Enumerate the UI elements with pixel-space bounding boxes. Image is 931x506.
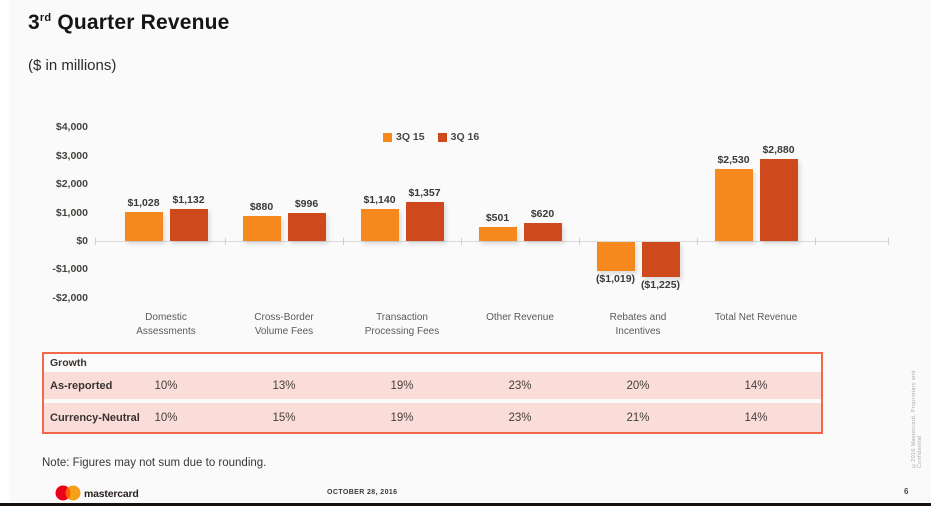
bar-3q-15-total-net-revenue bbox=[714, 169, 753, 241]
legend-item-3q-16: 3Q 16 bbox=[437, 131, 480, 143]
currency-neutral-row: Currency-Neutral 10% 15% 19% 23% 21% 14% bbox=[44, 403, 821, 432]
category-label-total-net-revenue: Total Net Revenue bbox=[714, 312, 798, 323]
growth-cell-currency-neutral-total-net-revenue: 14% bbox=[744, 411, 768, 424]
legend-item-3q-15: 3Q 15 bbox=[383, 131, 425, 143]
footer-date: OCTOBER 28, 2016 bbox=[327, 489, 398, 496]
title-rest: Quarter Revenue bbox=[51, 11, 230, 34]
x-axis-baseline bbox=[95, 241, 888, 242]
value-label-3q-16-total-net-revenue: $2,880 bbox=[762, 144, 795, 157]
growth-table-header: Growth bbox=[44, 354, 821, 372]
value-label-3q-16-other-revenue: $620 bbox=[530, 208, 555, 221]
value-label-3q-15-transaction-processing-fees: $1,140 bbox=[363, 193, 396, 206]
value-label-3q-15-domestic-assessments: $1,028 bbox=[127, 196, 160, 209]
value-label-3q-16-transaction-processing-fees: $1,357 bbox=[408, 187, 441, 200]
value-label-3q-16-rebates-and-incentives: ($1,225) bbox=[640, 278, 681, 291]
growth-cell-currency-neutral-rebates-and-incentives: 21% bbox=[626, 411, 650, 424]
value-label-3q-15-cross-border-volume-fees: $880 bbox=[249, 201, 274, 213]
bar-3q-15-transaction-processing-fees bbox=[360, 208, 399, 241]
y-tick-0: $0 bbox=[76, 235, 88, 247]
growth-cell-as-reported-cross-border-volume-fees: 13% bbox=[272, 379, 296, 392]
logo-overlap-lens bbox=[65, 487, 71, 499]
growth-cell-currency-neutral-other-revenue: 23% bbox=[508, 411, 532, 424]
growth-cell-currency-neutral-transaction-processing-fees: 19% bbox=[390, 411, 414, 424]
baseline-tick bbox=[815, 238, 816, 245]
value-label-3q-15-other-revenue: $501 bbox=[485, 211, 510, 224]
growth-cell-as-reported-rebates-and-incentives: 20% bbox=[626, 379, 650, 392]
bar-3q-16-rebates-and-incentives bbox=[641, 242, 680, 277]
copyright-vertical-text: ©2016 Mastercard. Proprietary and Confid… bbox=[911, 370, 923, 468]
mastercard-logo-icon bbox=[55, 485, 81, 501]
as-reported-label: As-reported bbox=[50, 379, 113, 392]
bar-3q-16-other-revenue bbox=[523, 223, 562, 241]
value-label-3q-15-rebates-and-incentives: ($1,019) bbox=[595, 272, 636, 285]
y-tick-4-000: $4,000 bbox=[55, 121, 88, 134]
growth-cell-as-reported-transaction-processing-fees: 19% bbox=[390, 379, 414, 392]
bar-3q-16-domestic-assessments bbox=[169, 208, 208, 241]
revenue-bar-chart: $4,000 $3,000 $2,000 $1,000 $0 -$1,000 -$2,000… bbox=[52, 121, 889, 337]
page-number: 6 bbox=[904, 487, 909, 496]
value-label-3q-15-total-net-revenue: $2,530 bbox=[717, 154, 750, 167]
baseline-tick bbox=[95, 238, 96, 245]
category-label-transaction-processing-fees: Transaction Processing Fees bbox=[364, 312, 440, 337]
value-label-3q-16-domestic-assessments: $1,132 bbox=[172, 193, 205, 206]
baseline-tick bbox=[888, 238, 889, 245]
category-label-domestic-assessments: Domestic Assessments bbox=[136, 312, 196, 337]
growth-cell-currency-neutral-domestic-assessments: 10% bbox=[154, 411, 178, 424]
units-subtitle: ($ in millions) bbox=[28, 57, 117, 74]
currency-neutral-label: Currency-Neutral bbox=[50, 411, 140, 424]
baseline-tick bbox=[697, 238, 698, 245]
bar-3q-16-transaction-processing-fees bbox=[405, 202, 444, 241]
legend-label-3q-15: 3Q 15 bbox=[396, 131, 425, 143]
growth-cell-as-reported-total-net-revenue: 14% bbox=[744, 379, 768, 392]
y-tick-1-000: -$1,000 bbox=[52, 263, 88, 276]
category-label-rebates-and-incentives: Rebates and Incentives bbox=[609, 312, 667, 337]
chart-legend: 3Q 15 3Q 16 bbox=[383, 131, 479, 143]
bar-3q-15-rebates-and-incentives bbox=[596, 242, 635, 271]
category-label-cross-border-volume-fees: Cross-Border Volume Fees bbox=[254, 312, 314, 337]
growth-table: Growth As-reported 10% 13% 19% 23% 20% 14% Cu… bbox=[42, 352, 823, 434]
value-label-3q-16-cross-border-volume-fees: $996 bbox=[294, 197, 319, 210]
y-tick-2-000: -$2,000 bbox=[52, 291, 88, 304]
y-tick-1-000: $1,000 bbox=[55, 206, 88, 219]
bar-3q-16-cross-border-volume-fees bbox=[287, 212, 326, 241]
baseline-tick bbox=[225, 238, 226, 245]
as-reported-row: As-reported 10% 13% 19% 23% 20% 14% bbox=[44, 372, 821, 399]
bar-3q-15-domestic-assessments bbox=[124, 211, 163, 241]
baseline-tick bbox=[343, 238, 344, 245]
legend-swatch-3q-15 bbox=[383, 132, 392, 142]
y-tick-3-000: $3,000 bbox=[55, 149, 88, 162]
mastercard-wordmark: mastercard bbox=[84, 488, 139, 500]
baseline-tick bbox=[579, 238, 580, 245]
title-prefix: 3 bbox=[28, 11, 40, 34]
bar-3q-16-total-net-revenue bbox=[759, 159, 798, 241]
bar-3q-15-other-revenue bbox=[478, 226, 517, 241]
title-ordinal: rd bbox=[39, 12, 52, 24]
note-text: Note: Figures may not sum due to roundin… bbox=[42, 457, 267, 469]
category-label-other-revenue: Other Revenue bbox=[486, 312, 554, 323]
legend-swatch-3q-16 bbox=[437, 132, 447, 142]
page-title: 3rd Quarter Revenue bbox=[28, 11, 230, 35]
growth-cell-currency-neutral-cross-border-volume-fees: 15% bbox=[272, 411, 296, 424]
legend-label-3q-16: 3Q 16 bbox=[450, 131, 480, 143]
growth-cell-as-reported-domestic-assessments: 10% bbox=[154, 379, 178, 392]
bottom-border bbox=[0, 503, 931, 506]
growth-cell-as-reported-other-revenue: 23% bbox=[508, 379, 532, 392]
baseline-tick bbox=[461, 238, 462, 245]
bar-3q-15-cross-border-volume-fees bbox=[242, 216, 281, 241]
left-margin bbox=[0, 0, 9, 506]
y-tick-2-000: $2,000 bbox=[55, 178, 88, 191]
